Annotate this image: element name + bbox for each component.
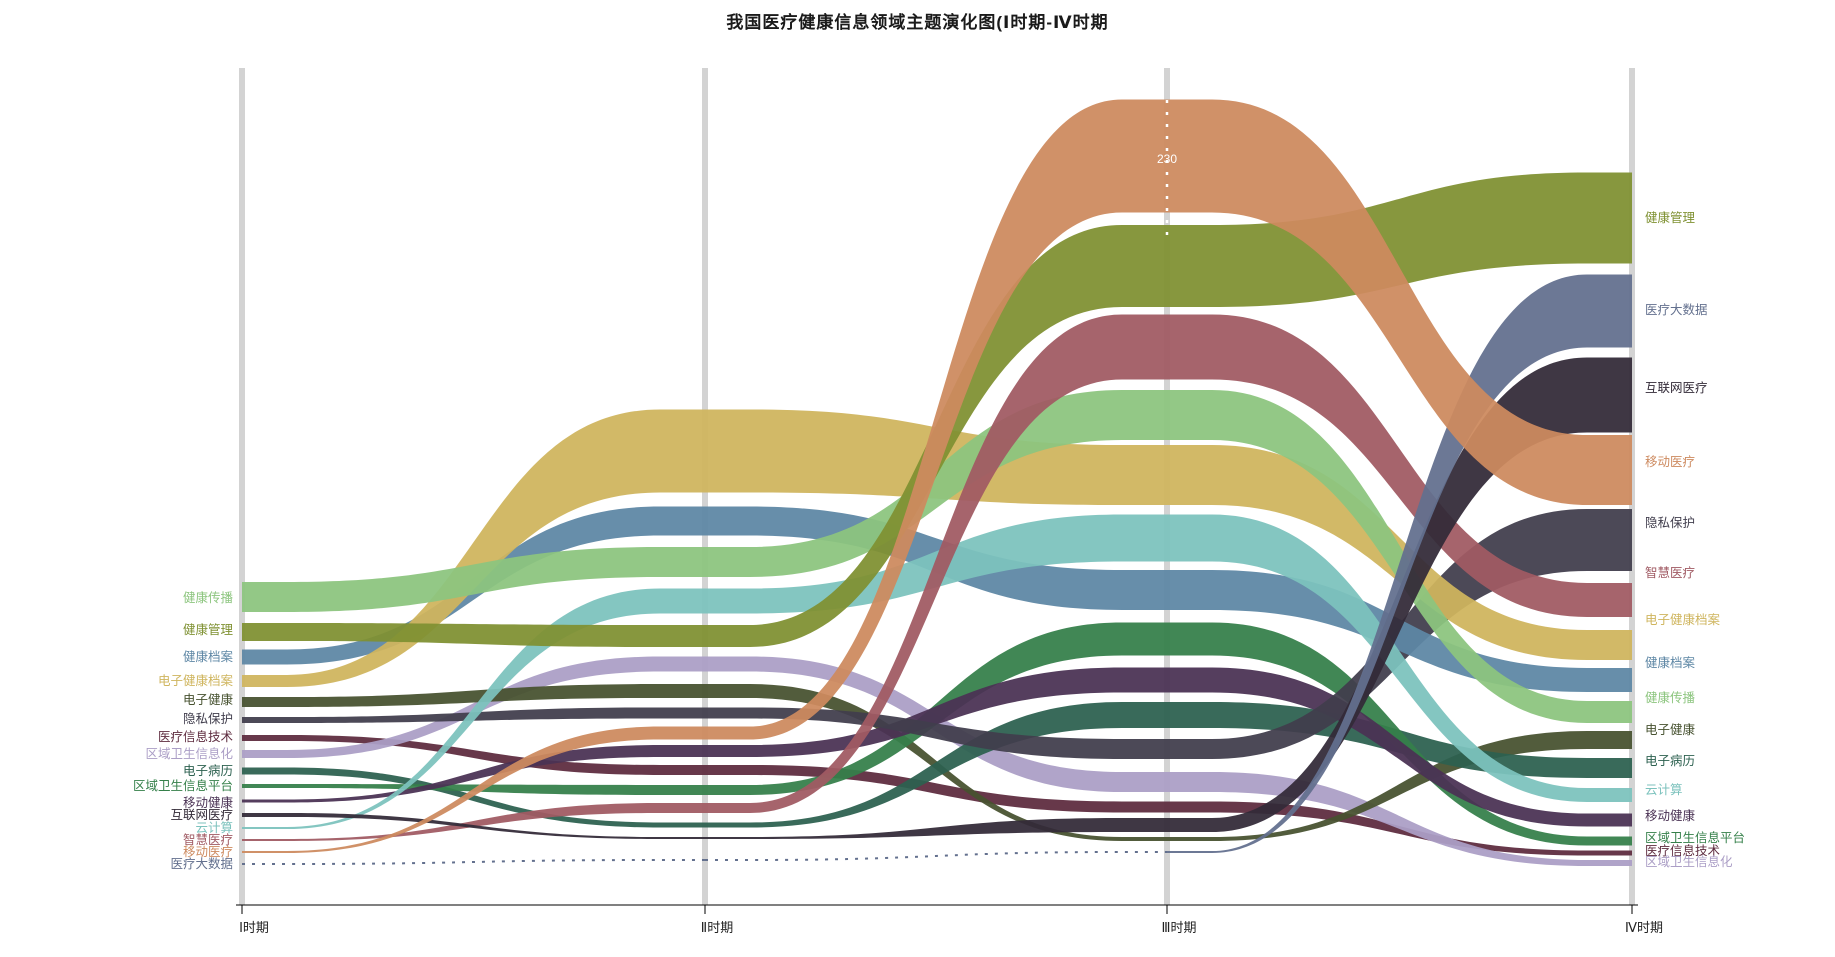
series-label-left-云计算[interactable]: 云计算 — [195, 820, 233, 835]
stream-band-医疗大数据[interactable] — [1167, 274, 1632, 854]
x-tick-label-2: Ⅱ时期 — [701, 920, 733, 935]
series-label-right-健康管理[interactable]: 健康管理 — [1645, 210, 1696, 225]
series-label-right-移动健康[interactable]: 移动健康 — [1645, 808, 1696, 823]
series-label-left-医疗信息技术[interactable]: 医疗信息技术 — [158, 729, 234, 744]
series-label-right-隐私保护[interactable]: 隐私保护 — [1645, 516, 1695, 530]
page-title: 我国医疗健康信息领域主题演化图(Ⅰ时期-Ⅳ时期 — [726, 13, 1109, 32]
series-label-left-电子健康档案[interactable]: 电子健康档案 — [158, 673, 234, 688]
series-label-left-健康传播[interactable]: 健康传播 — [183, 590, 234, 605]
stream-band-医疗信息技术[interactable] — [242, 735, 1632, 856]
series-label-left-互联网医疗[interactable]: 互联网医疗 — [170, 808, 233, 822]
value-annotation: 230 — [1157, 100, 1177, 243]
series-label-left-区域卫生信息化[interactable]: 区域卫生信息化 — [145, 746, 233, 761]
series-label-left-智慧医疗[interactable]: 智慧医疗 — [183, 832, 233, 847]
series-label-left-健康管理[interactable]: 健康管理 — [183, 622, 234, 637]
stream-band-健康管理[interactable] — [242, 172, 1632, 648]
stream-dash-医疗大数据[interactable] — [705, 851, 1167, 861]
series-label-right-云计算[interactable]: 云计算 — [1645, 782, 1683, 797]
series-label-left-隐私保护[interactable]: 隐私保护 — [183, 712, 233, 726]
series-label-left-电子病历[interactable]: 电子病历 — [183, 763, 233, 778]
series-label-right-智慧医疗[interactable]: 智慧医疗 — [1645, 565, 1695, 580]
stream-band-电子健康档案[interactable] — [242, 409, 1632, 688]
stream-band-区域卫生信息平台[interactable] — [242, 622, 1632, 846]
series-label-left-电子健康[interactable]: 电子健康 — [183, 692, 234, 707]
stream-band-电子病历[interactable] — [242, 702, 1632, 828]
series-label-left-健康档案[interactable]: 健康档案 — [183, 649, 234, 664]
stream-band-健康传播[interactable] — [242, 390, 1632, 723]
stream-band-智慧医疗[interactable] — [242, 314, 1632, 842]
stream-dash-医疗大数据[interactable] — [242, 859, 705, 865]
annotation-value: 230 — [1157, 152, 1177, 166]
series-label-right-健康档案[interactable]: 健康档案 — [1645, 655, 1696, 670]
series-label-left-区域卫生信息平台[interactable]: 区域卫生信息平台 — [133, 778, 233, 793]
x-tick-label-3: Ⅲ时期 — [1162, 920, 1197, 935]
series-label-right-电子健康[interactable]: 电子健康 — [1645, 722, 1696, 737]
series-label-left-移动健康[interactable]: 移动健康 — [183, 795, 234, 810]
series-label-left-移动医疗[interactable]: 移动医疗 — [183, 845, 233, 859]
series-label-right-电子健康档案[interactable]: 电子健康档案 — [1645, 612, 1721, 627]
stream-band-隐私保护[interactable] — [242, 509, 1632, 759]
series-label-right-移动医疗[interactable]: 移动医疗 — [1645, 455, 1695, 469]
series-label-right-互联网医疗[interactable]: 互联网医疗 — [1645, 381, 1708, 395]
stream-band-移动健康[interactable] — [242, 667, 1632, 827]
x-axis: Ⅰ时期 Ⅱ时期 Ⅲ时期 Ⅳ时期 — [236, 904, 1663, 935]
series-label-right-健康传播[interactable]: 健康传播 — [1645, 690, 1696, 705]
series-label-right-电子病历[interactable]: 电子病历 — [1645, 753, 1695, 768]
x-tick-label-4: Ⅳ时期 — [1625, 920, 1663, 935]
series-label-left-医疗大数据[interactable]: 医疗大数据 — [170, 856, 233, 871]
series-label-right-医疗信息技术[interactable]: 医疗信息技术 — [1645, 843, 1721, 858]
series-label-right-医疗大数据[interactable]: 医疗大数据 — [1645, 302, 1708, 317]
series-label-right-区域卫生信息平台[interactable]: 区域卫生信息平台 — [1645, 830, 1745, 845]
stream-bands — [242, 99, 1632, 866]
x-tick-label-1: Ⅰ时期 — [239, 920, 269, 935]
series-label-right-区域卫生信息化[interactable]: 区域卫生信息化 — [1645, 854, 1733, 869]
